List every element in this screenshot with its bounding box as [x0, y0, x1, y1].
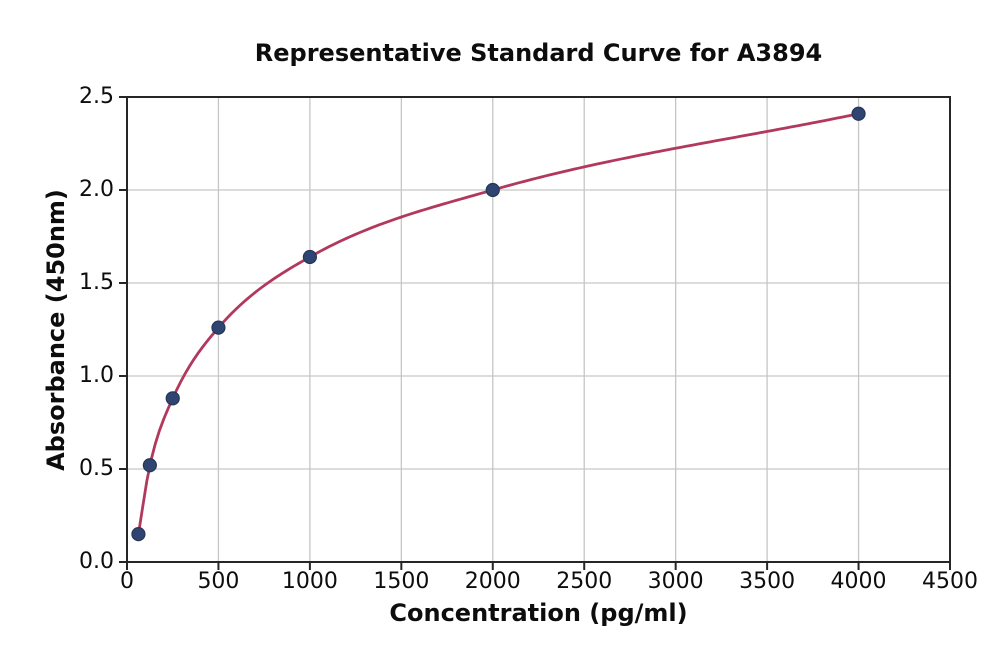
data-point [142, 458, 157, 473]
chart-title: Representative Standard Curve for A3894 [254, 39, 823, 67]
data-point [131, 526, 146, 542]
y-tick-label: 1.0 [79, 363, 114, 388]
x-tick-label: 500 [197, 569, 240, 594]
data-point [851, 106, 866, 121]
y-tick-label: 1.5 [79, 270, 114, 295]
x-tick-label: 2000 [464, 569, 521, 594]
y-tick-label: 0.5 [79, 456, 114, 481]
x-tick-label: 3500 [739, 569, 796, 594]
x-tick-label: 1000 [281, 569, 338, 594]
x-tick-label: 0 [120, 569, 134, 594]
x-tick-label: 4000 [830, 569, 887, 594]
y-tick-label: 0.0 [79, 549, 114, 574]
x-axis-label: Concentration (pg/ml) [389, 599, 688, 627]
fit-curve [137, 112, 860, 536]
y-tick-label: 2.5 [79, 84, 114, 109]
x-tick-label: 4500 [922, 569, 978, 594]
data-point [302, 249, 317, 265]
data-point [165, 391, 180, 406]
data-point [211, 320, 226, 335]
x-tick-label: 2500 [556, 569, 613, 594]
y-tick-label: 2.0 [79, 177, 114, 202]
x-tick-label: 1500 [373, 569, 430, 594]
plot-border [126, 96, 951, 563]
x-tick-label: 3000 [647, 569, 704, 594]
data-point [485, 182, 500, 198]
